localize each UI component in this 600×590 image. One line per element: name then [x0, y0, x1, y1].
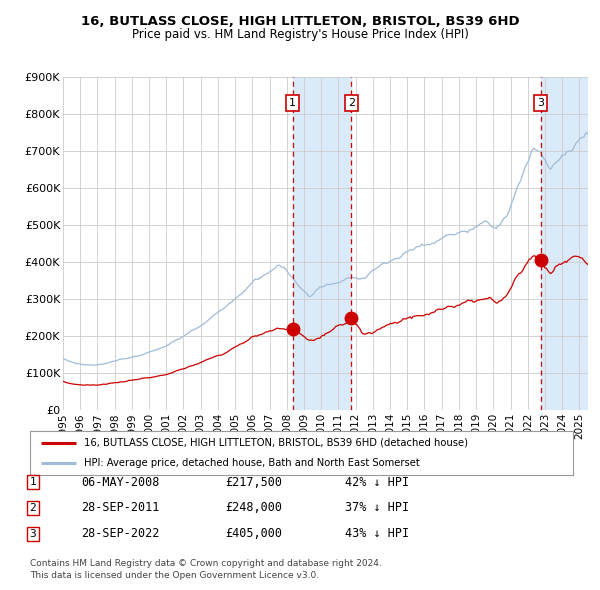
Text: Price paid vs. HM Land Registry's House Price Index (HPI): Price paid vs. HM Land Registry's House … [131, 28, 469, 41]
Text: £405,000: £405,000 [225, 527, 282, 540]
Text: 16, BUTLASS CLOSE, HIGH LITTLETON, BRISTOL, BS39 6HD: 16, BUTLASS CLOSE, HIGH LITTLETON, BRIST… [80, 15, 520, 28]
Bar [293, 77, 352, 410]
Text: 06-MAY-2008: 06-MAY-2008 [81, 476, 160, 489]
Text: HPI: Average price, detached house, Bath and North East Somerset: HPI: Average price, detached house, Bath… [85, 458, 420, 468]
Text: 37% ↓ HPI: 37% ↓ HPI [345, 502, 409, 514]
Text: 2: 2 [29, 503, 37, 513]
Text: £248,000: £248,000 [225, 502, 282, 514]
Text: Contains HM Land Registry data © Crown copyright and database right 2024.
This d: Contains HM Land Registry data © Crown c… [30, 559, 382, 580]
Text: 43% ↓ HPI: 43% ↓ HPI [345, 527, 409, 540]
Text: 42% ↓ HPI: 42% ↓ HPI [345, 476, 409, 489]
Text: 28-SEP-2011: 28-SEP-2011 [81, 502, 160, 514]
Text: £217,500: £217,500 [225, 476, 282, 489]
Bar [541, 77, 590, 410]
Text: 1: 1 [289, 97, 296, 107]
Text: 3: 3 [29, 529, 37, 539]
Text: 2: 2 [348, 97, 355, 107]
Text: 3: 3 [537, 97, 544, 107]
Text: 28-SEP-2022: 28-SEP-2022 [81, 527, 160, 540]
Text: 16, BUTLASS CLOSE, HIGH LITTLETON, BRISTOL, BS39 6HD (detached house): 16, BUTLASS CLOSE, HIGH LITTLETON, BRIST… [85, 438, 469, 448]
Text: 1: 1 [29, 477, 37, 487]
